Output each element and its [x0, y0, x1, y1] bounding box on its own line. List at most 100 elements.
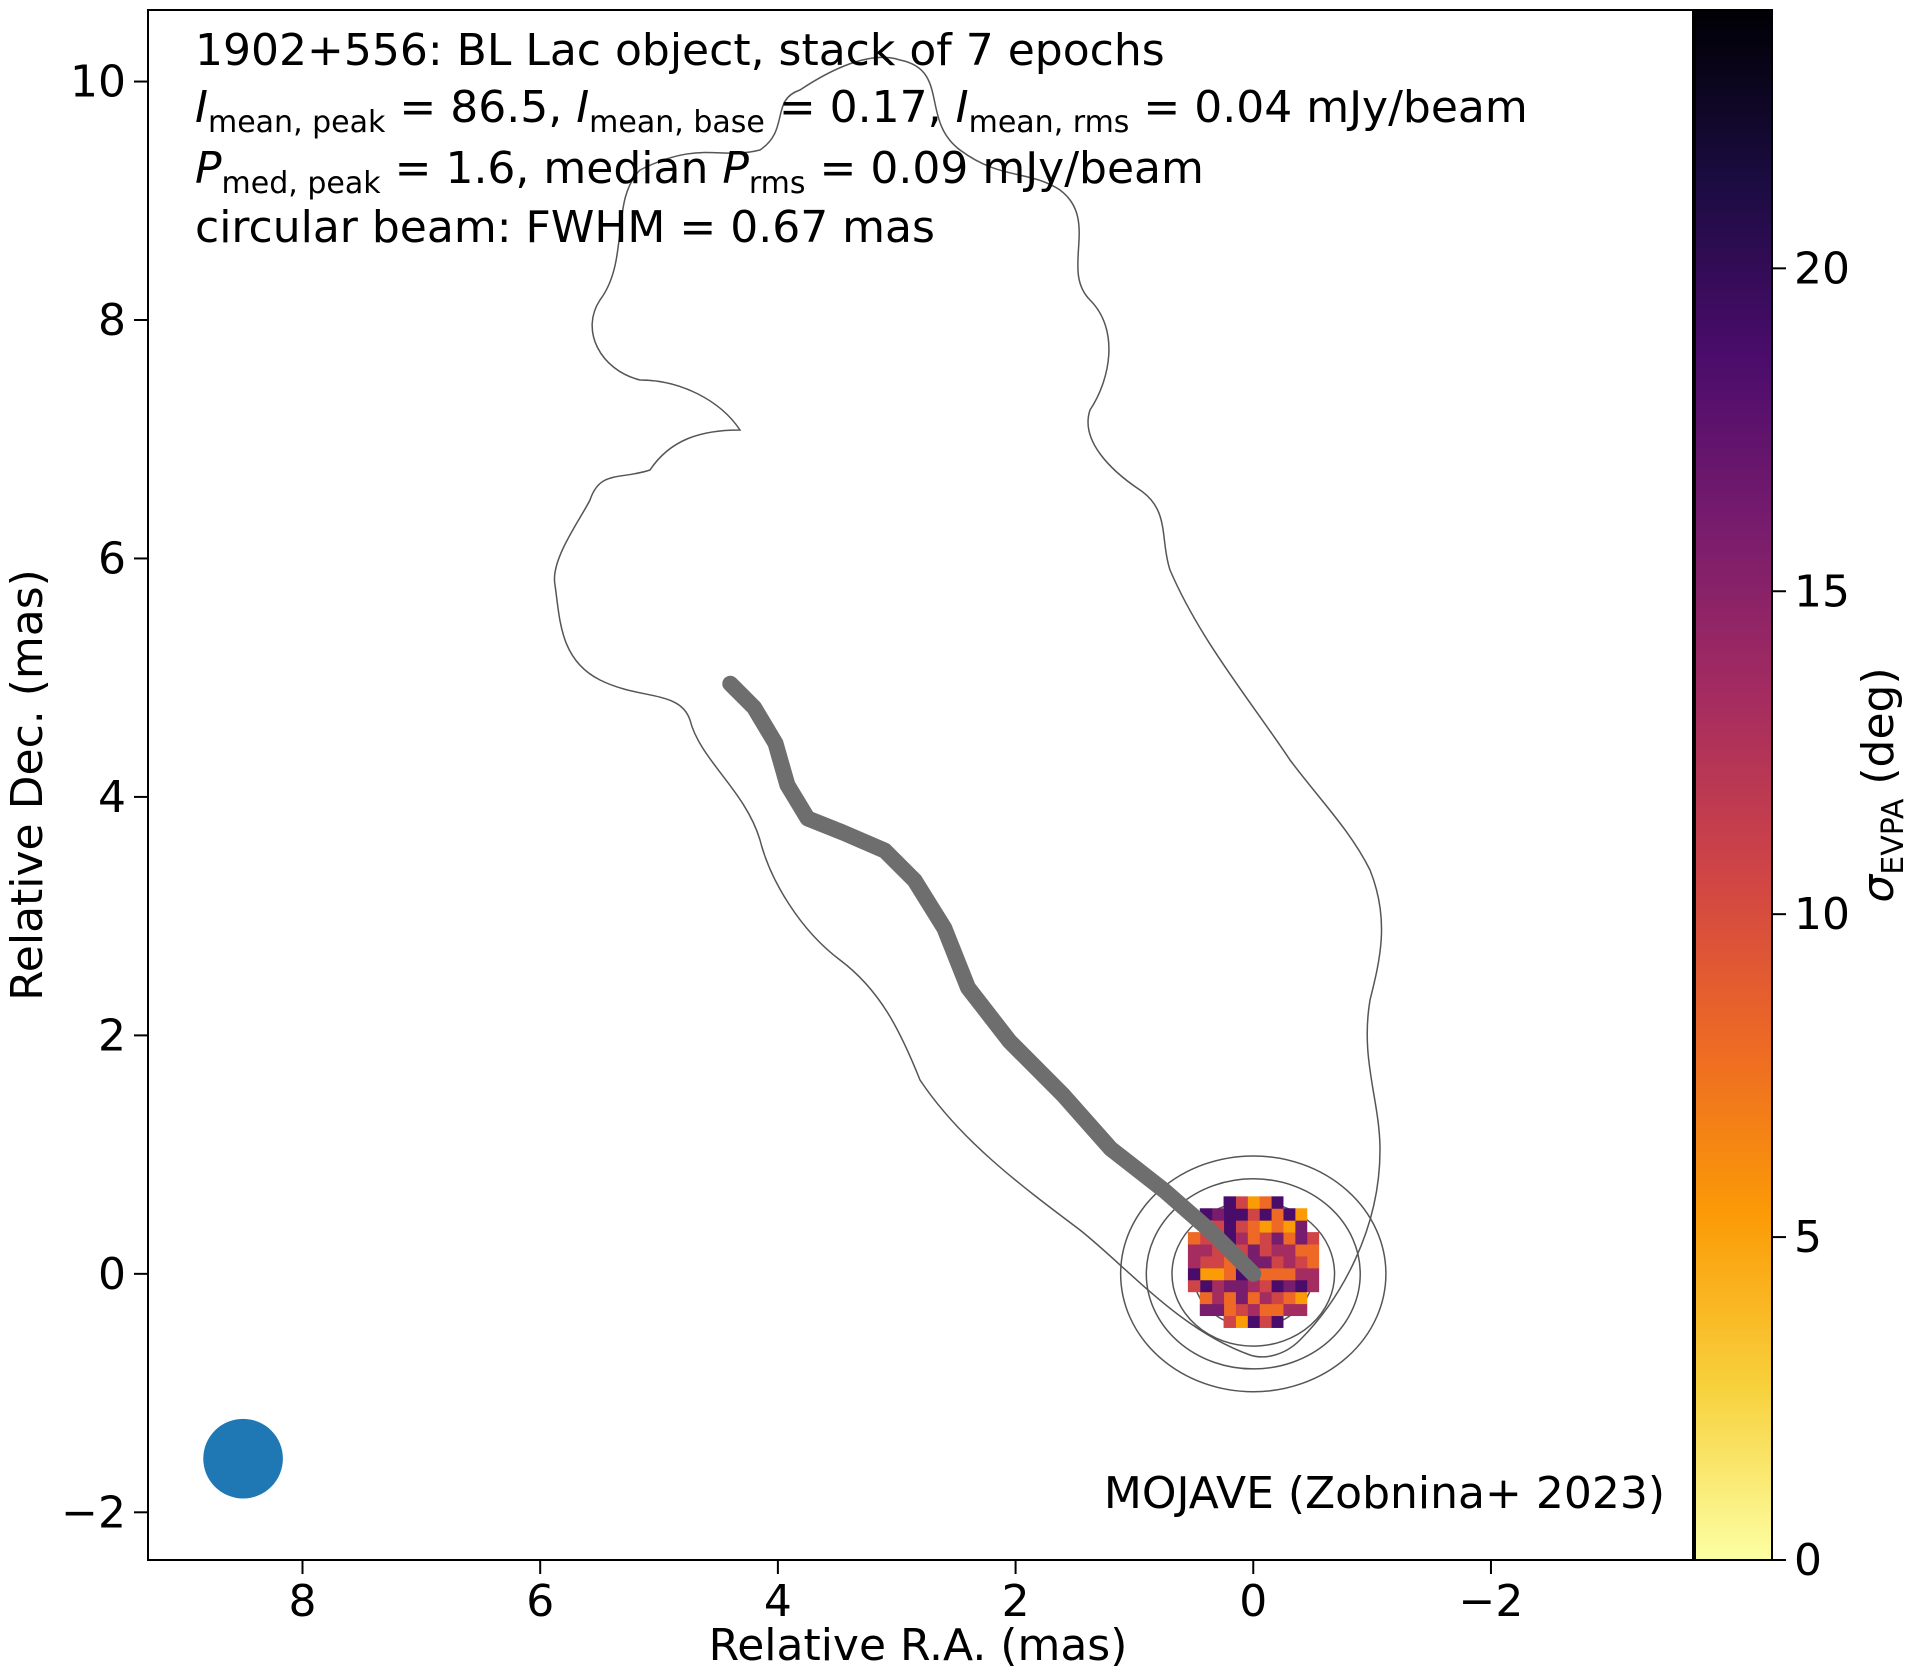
y-tick-label: 10 — [70, 57, 126, 108]
x-tick-label: 6 — [526, 1576, 554, 1627]
heatmap-cell — [1211, 1267, 1225, 1281]
heatmap-cell — [1294, 1267, 1308, 1281]
contour-core-4 — [1119, 1155, 1387, 1393]
i-sub-mean-rms: mean, rms — [969, 105, 1130, 140]
heatmap-cell — [1223, 1220, 1236, 1233]
heatmap-cell — [1211, 1279, 1225, 1293]
plot-frame — [147, 9, 1694, 1561]
heatmap-cell — [1271, 1208, 1284, 1221]
heatmap-cell — [1306, 1232, 1320, 1245]
y-tick-label: −2 — [61, 1487, 126, 1538]
colorbar-tick-label: 0 — [1794, 1535, 1822, 1586]
y-tick-label: 2 — [98, 1010, 126, 1061]
heatmap-cell — [1247, 1303, 1260, 1317]
beam-ellipse — [203, 1418, 283, 1499]
p-sub-rms: rms — [749, 166, 806, 201]
x-tick-label: 0 — [1239, 1576, 1267, 1627]
annotation-line-4: circular beam: FWHM = 0.67 mas — [195, 202, 935, 253]
heatmap-cell — [1294, 1291, 1308, 1305]
heatmap-cell — [1306, 1267, 1320, 1281]
sigma-sub: EVPA — [1876, 798, 1905, 875]
y-axis-ticks: −2 0 2 4 6 8 10 — [61, 57, 148, 1538]
heatmap-cell — [1282, 1244, 1296, 1257]
heatmap-cell — [1187, 1232, 1201, 1245]
heatmap-cell — [1187, 1244, 1201, 1257]
heatmap-cell — [1259, 1220, 1272, 1233]
heatmap-cell — [1199, 1303, 1213, 1317]
heatmap-cell — [1223, 1267, 1236, 1281]
heatmap-cell — [1187, 1279, 1201, 1293]
evpa-uncertainty-heatmap — [1187, 1196, 1320, 1328]
heatmap-cell — [1282, 1255, 1296, 1269]
x-axis-ticks: 8 6 4 2 0 −2 — [289, 1560, 1523, 1627]
x-tick-label: 2 — [1002, 1576, 1030, 1627]
heatmap-cell — [1223, 1315, 1236, 1328]
heatmap-cell — [1223, 1291, 1236, 1305]
heatmap-cell — [1235, 1291, 1248, 1305]
heatmap-cell — [1259, 1196, 1272, 1209]
p-eq-1: = 1.6, median — [381, 143, 723, 194]
heatmap-cell — [1247, 1279, 1260, 1293]
i-symbol: I — [195, 82, 208, 133]
heatmap-cell — [1271, 1291, 1284, 1305]
heatmap-cell — [1294, 1255, 1308, 1269]
heatmap-cell — [1247, 1315, 1260, 1328]
heatmap-cell — [1223, 1279, 1236, 1293]
heatmap-cell — [1294, 1220, 1308, 1233]
heatmap-cell — [1271, 1244, 1284, 1257]
heatmap-cell — [1259, 1244, 1272, 1257]
heatmap-cell — [1259, 1315, 1272, 1328]
heatmap-cell — [1282, 1208, 1296, 1221]
i-symbol-3: I — [956, 82, 969, 133]
contour-core-3 — [1145, 1178, 1361, 1370]
y-tick-label: 6 — [98, 533, 126, 584]
heatmap-cell — [1211, 1291, 1225, 1305]
annotation-line-3: Pmed, peak = 1.6, median Prms = 0.09 mJy… — [195, 143, 1204, 201]
heatmap-cell — [1247, 1244, 1260, 1257]
heatmap-cell — [1223, 1303, 1236, 1317]
heatmap-cell — [1259, 1303, 1272, 1317]
p-symbol-2: P — [722, 143, 749, 194]
heatmap-cell — [1235, 1279, 1248, 1293]
colorbar-tick-label: 10 — [1794, 889, 1850, 940]
heatmap-cell — [1223, 1196, 1236, 1209]
heatmap-cell — [1294, 1303, 1308, 1317]
i-eq-3: = 0.04 mJy/beam — [1129, 82, 1527, 133]
y-axis-label: Relative Dec. (mas) — [2, 569, 53, 1001]
heatmap-cell — [1235, 1232, 1248, 1245]
jet-ridge-line — [722, 675, 1262, 1282]
heatmap-cell — [1282, 1267, 1296, 1281]
heatmap-cell — [1259, 1255, 1272, 1269]
heatmap-cell — [1247, 1220, 1260, 1233]
heatmap-cell — [1282, 1220, 1296, 1233]
heatmap-cell — [1235, 1208, 1248, 1221]
heatmap-cell — [1306, 1244, 1320, 1257]
heatmap-cell — [1247, 1291, 1260, 1305]
heatmap-cell — [1294, 1244, 1308, 1257]
x-tick-label: 8 — [289, 1576, 317, 1627]
heatmap-cell — [1235, 1315, 1248, 1328]
sigma-symbol: σ — [1853, 874, 1904, 903]
heatmap-cell — [1259, 1279, 1272, 1293]
heatmap-cell — [1271, 1303, 1284, 1317]
p-symbol: P — [195, 143, 222, 194]
i-sub-mean-base: mean, base — [589, 105, 765, 140]
heatmap-cell — [1247, 1196, 1260, 1209]
heatmap-cell — [1187, 1267, 1201, 1281]
y-tick-label: 4 — [98, 772, 126, 823]
heatmap-cell — [1211, 1208, 1225, 1221]
colorbar-tick-label: 20 — [1794, 243, 1850, 294]
p-sub-med-peak: med, peak — [222, 166, 382, 201]
heatmap-cell — [1259, 1208, 1272, 1221]
heatmap-cell — [1259, 1267, 1272, 1281]
heatmap-cell — [1235, 1303, 1248, 1317]
heatmap-cell — [1271, 1315, 1284, 1328]
y-tick-label: 8 — [98, 295, 126, 346]
heatmap-cell — [1235, 1220, 1248, 1233]
x-tick-label: 4 — [764, 1576, 792, 1627]
heatmap-cell — [1271, 1220, 1284, 1233]
colorbar — [1694, 9, 1773, 1561]
heatmap-cell — [1199, 1279, 1213, 1293]
heatmap-cell — [1271, 1279, 1284, 1293]
